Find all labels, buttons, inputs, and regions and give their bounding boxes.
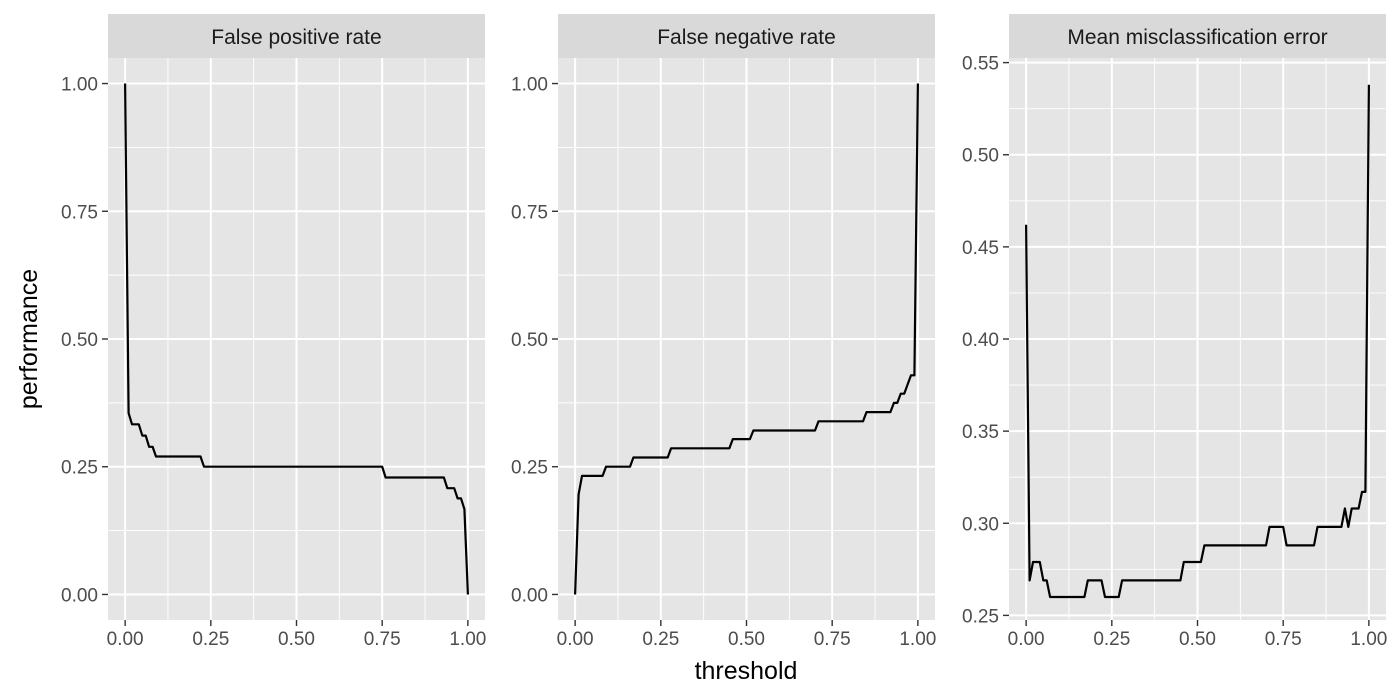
x-tick-label: 1.00 (449, 629, 486, 650)
x-tick-label: 0.75 (1265, 629, 1302, 650)
strip-background (558, 14, 935, 58)
panel-2: False negative rate 0.00 0.25 0.50 0.75 1.00 0… (511, 14, 936, 650)
x-tick-label: 1.00 (899, 629, 936, 650)
x-tick-label: 0.25 (642, 629, 679, 650)
x-tick-label: 0.00 (1008, 629, 1045, 650)
strip-title: False positive rate (211, 26, 381, 49)
y-tick-label: 0.45 (962, 238, 999, 259)
y-axis-title: performance (15, 269, 43, 409)
x-tick-label: 0.50 (1179, 629, 1216, 650)
x-tick-label: 0.75 (814, 629, 851, 650)
y-tick-label: 0.50 (61, 330, 98, 351)
x-axis-title: threshold (695, 657, 798, 685)
y-tick-label: 0.35 (962, 422, 999, 443)
y-tick-label: 0.25 (962, 606, 999, 627)
y-tick-label: 0.30 (962, 514, 999, 535)
strip-title: Mean misclassification error (1067, 26, 1327, 49)
y-tick-label: 0.00 (61, 585, 98, 606)
series-line (574, 83, 919, 595)
y-tick-label: 0.00 (511, 585, 548, 606)
y-tick-label: 0.75 (61, 202, 98, 223)
y-tick-label: 0.25 (61, 458, 98, 479)
series-line (124, 83, 469, 595)
x-tick-label: 0.75 (364, 629, 401, 650)
y-tick-label: 1.00 (61, 75, 98, 96)
strip-title: False negative rate (657, 26, 836, 49)
y-tick-label: 1.00 (511, 75, 548, 96)
x-tick-label: 0.00 (107, 629, 144, 650)
y-tick-label: 0.50 (511, 330, 548, 351)
y-tick-label: 0.50 (962, 146, 999, 167)
panel-3: Mean misclassification error 0.00 0.25 0.50… (962, 14, 1387, 650)
strip-background (108, 14, 485, 58)
y-tick-label: 0.55 (962, 54, 999, 75)
x-tick-label: 0.25 (192, 629, 229, 650)
y-tick-label: 0.25 (511, 458, 548, 479)
x-tick-label: 0.25 (1093, 629, 1130, 650)
x-tick-label: 0.50 (278, 629, 315, 650)
strip-background (1009, 14, 1386, 58)
x-tick-label: 1.00 (1350, 629, 1387, 650)
x-tick-label: 0.00 (557, 629, 594, 650)
y-tick-label: 0.40 (962, 330, 999, 351)
panel-1: False positive rate 0.00 0.25 0.50 0.75 1.00 0… (61, 14, 486, 650)
y-tick-label: 0.75 (511, 202, 548, 223)
x-tick-label: 0.50 (728, 629, 765, 650)
series-line (1025, 84, 1370, 599)
panels-layer: False positive rate 0.00 0.25 0.50 0.75 1.00 0… (61, 14, 1387, 650)
